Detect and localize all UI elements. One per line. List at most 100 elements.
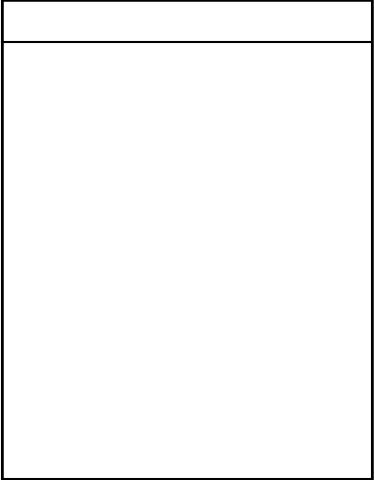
Text: 16/18: 16/18 [38,379,77,392]
Text: 4.67: 4.67 [209,358,239,371]
Text: 2.38: 2.38 [209,254,239,267]
Text: 3152: 3152 [40,171,74,184]
Bar [187,375,261,396]
Text: 6.21: 6.21 [209,462,239,475]
Text: 1501/1502: 1501/1502 [21,109,94,122]
Text: 50: 50 [336,420,353,433]
Text: 5.52: 5.52 [135,420,165,433]
Bar [187,313,261,334]
Bar [187,292,261,313]
Bar [187,354,261,375]
Bar [261,458,316,479]
Text: 2.53: 2.53 [209,275,239,288]
Bar [261,43,316,63]
Text: 3.20: 3.20 [135,296,165,309]
Text: 0.24: 0.24 [274,379,304,392]
Bar [261,126,316,146]
Text: 0.36: 0.36 [274,462,304,475]
Text: 0.74: 0.74 [135,109,165,122]
Text: 50: 50 [336,400,353,413]
Bar [316,396,372,417]
Text: 0.55: 0.55 [135,88,165,101]
Text: 950/954: 950/954 [30,67,85,80]
Text: 1.78: 1.78 [209,213,239,226]
Text: 1.66: 1.66 [209,192,239,205]
Text: 286/289: 286/289 [30,400,85,413]
Bar [187,84,261,105]
Text: 1.41: 1.41 [135,171,165,184]
Bar [316,313,372,334]
Bar [113,458,187,479]
Bar [2,271,113,292]
Bar [113,146,187,167]
Bar [2,167,113,188]
Bar [113,437,187,458]
Text: 1.73: 1.73 [135,213,165,226]
Text: 3.16: 3.16 [209,296,239,309]
Text: 0.02: 0.02 [274,88,304,101]
Bar [113,84,187,105]
Bar [316,84,372,105]
Bar [2,458,113,479]
Text: %Rm
MatLab: %Rm MatLab [196,7,252,36]
Text: 6.16: 6.16 [135,442,165,455]
Bar [2,1,113,43]
Bar [261,251,316,271]
Text: 50: 50 [336,213,353,226]
Text: 50: 50 [336,109,353,122]
Text: 2.30: 2.30 [135,254,165,267]
Text: 50: 50 [336,337,353,350]
Bar [316,105,372,126]
Bar [113,334,187,354]
Text: 97/99: 97/99 [39,420,76,433]
Text: 1.46: 1.46 [209,171,239,184]
Bar [2,209,113,229]
Text: 0.29: 0.29 [209,67,239,80]
Bar [316,63,372,84]
Text: 4.28: 4.28 [135,337,165,350]
Text: 20: 20 [49,358,66,371]
Text: 0.25: 0.25 [274,337,304,350]
Bar [261,375,316,396]
Bar [316,188,372,209]
Text: 3182: 3182 [40,192,74,205]
Bar [113,313,187,334]
Bar [113,417,187,437]
Bar [316,292,372,313]
Bar [316,334,372,354]
Text: 50: 50 [336,317,353,330]
Bar [187,1,261,43]
Bar [2,126,113,146]
Text: 1429/1431: 1429/1431 [21,254,94,267]
Bar [2,334,113,354]
Text: 1.18: 1.18 [209,150,239,163]
Text: 50: 50 [336,233,353,247]
Bar [2,417,113,437]
Bar [2,375,113,396]
Text: 0.30: 0.30 [135,67,165,80]
Bar [316,229,372,251]
Bar [2,313,113,334]
Text: 266/273: 266/273 [30,442,85,455]
Text: 0.82: 0.82 [209,130,239,143]
Bar [187,229,261,251]
Bar [2,84,113,105]
Bar [113,251,187,271]
Text: 50: 50 [336,442,353,455]
Bar [187,167,261,188]
Bar [2,354,113,375]
Text: Coal
Sample Ref.: Coal Sample Ref. [13,7,102,36]
Text: 1.96: 1.96 [135,233,165,247]
Text: 50: 50 [336,88,353,101]
Bar [316,167,372,188]
Bar [113,229,187,251]
Text: %Rm
Literature: %Rm Literature [112,7,188,36]
Bar [316,437,372,458]
Text: 136/140: 136/140 [30,130,85,143]
Bar [113,188,187,209]
Text: 2844: 2844 [41,213,74,226]
Text: 50: 50 [336,67,353,80]
Text: 4.15: 4.15 [209,337,239,350]
Bar [113,1,187,43]
Bar [316,1,372,43]
